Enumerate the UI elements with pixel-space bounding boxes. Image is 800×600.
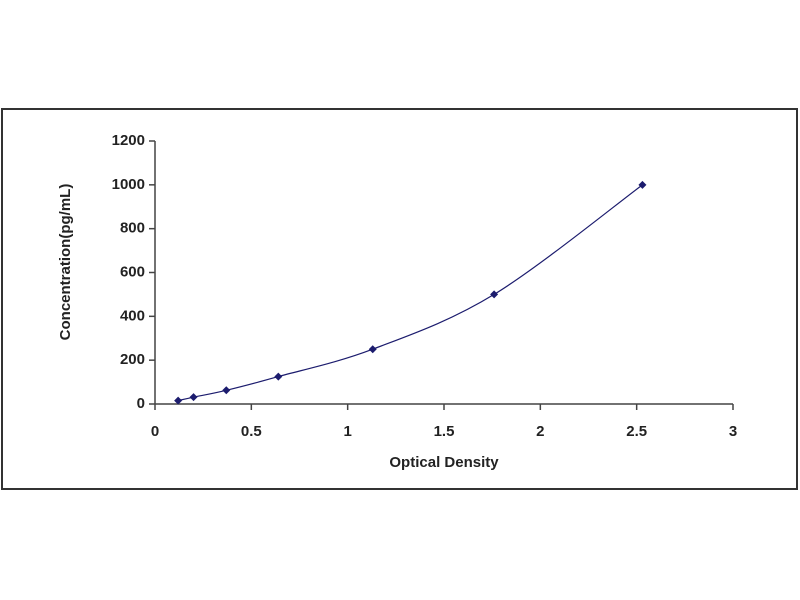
x-tick-label: 0 xyxy=(151,423,159,440)
data-point xyxy=(222,386,231,395)
y-tick-label: 1000 xyxy=(112,176,145,193)
data-point xyxy=(189,393,198,402)
data-point xyxy=(368,345,377,354)
x-tick-label: 3 xyxy=(729,423,737,440)
y-tick-label: 200 xyxy=(120,351,145,368)
x-tick-label: 1.5 xyxy=(434,423,455,440)
x-tick-label: 2.5 xyxy=(626,423,647,440)
chart-frame xyxy=(1,108,798,490)
x-tick-label: 2 xyxy=(536,423,544,440)
y-axis-label: Concentration(pg/mL) xyxy=(57,184,74,341)
y-tick-label: 0 xyxy=(137,395,145,412)
y-tick-label: 600 xyxy=(120,263,145,280)
x-axis-label: Optical Density xyxy=(389,454,499,471)
data-point xyxy=(490,290,499,299)
x-tick-label: 0.5 xyxy=(241,423,262,440)
y-tick-label: 1200 xyxy=(112,132,145,149)
x-tick-label: 1 xyxy=(343,423,351,440)
y-tick-label: 800 xyxy=(120,220,145,237)
data-point xyxy=(274,372,283,381)
data-point xyxy=(174,396,183,405)
data-point xyxy=(638,180,647,189)
y-tick-label: 400 xyxy=(120,307,145,324)
